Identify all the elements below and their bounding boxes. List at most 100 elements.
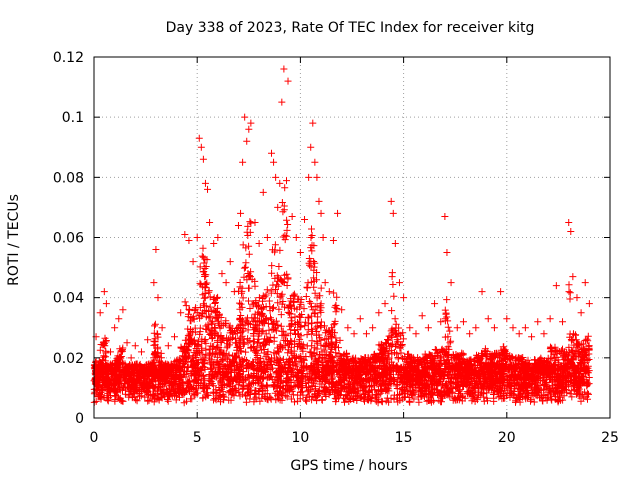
data-point xyxy=(230,288,238,296)
y-axis-label: ROTI / TECUs xyxy=(6,194,22,286)
data-point xyxy=(540,330,548,338)
data-point xyxy=(131,342,139,350)
data-point xyxy=(301,215,309,223)
data-point xyxy=(375,309,383,317)
axis-ticks: 0 5 10 15 20 25 0 0.02 0.04 0.06 0.08 0.1 0.12 xyxy=(53,50,619,446)
x-axis-label: GPS time / hours xyxy=(290,458,407,474)
data-point xyxy=(150,279,158,287)
data-point xyxy=(276,179,284,187)
data-point xyxy=(144,336,152,344)
data-point xyxy=(395,279,403,287)
data-point xyxy=(406,324,414,332)
data-point xyxy=(239,158,247,166)
data-point xyxy=(292,234,300,241)
data-point xyxy=(319,234,327,241)
data-point xyxy=(284,77,292,85)
data-point xyxy=(195,134,203,142)
data-point xyxy=(199,155,207,163)
data-point xyxy=(305,173,313,181)
data-point xyxy=(278,98,286,106)
data-point xyxy=(466,330,474,338)
data-point xyxy=(218,270,226,278)
data-point xyxy=(581,279,589,287)
data-point xyxy=(356,315,364,323)
data-point xyxy=(350,330,358,338)
data-point xyxy=(181,230,189,238)
y-tick-label: 0 xyxy=(75,411,84,427)
data-point xyxy=(515,330,523,338)
data-point xyxy=(437,318,445,326)
data-point xyxy=(127,354,135,362)
data-point xyxy=(247,119,255,127)
data-point xyxy=(431,300,439,308)
data-point xyxy=(391,240,399,248)
data-point xyxy=(509,324,517,332)
data-point xyxy=(459,318,467,326)
chart-title: Day 338 of 2023, Rate Of TEC Index for r… xyxy=(166,20,535,36)
data-point xyxy=(123,339,131,347)
x-tick-label: 15 xyxy=(395,430,413,446)
data-point xyxy=(447,279,455,287)
x-tick-label: 5 xyxy=(193,430,202,446)
y-tick-label: 0.02 xyxy=(53,351,84,367)
data-point xyxy=(443,249,451,257)
data-point xyxy=(307,143,315,151)
data-point xyxy=(546,315,554,323)
data-point xyxy=(251,218,259,226)
data-point xyxy=(259,188,267,196)
data-point xyxy=(296,249,304,257)
data-point xyxy=(96,309,104,317)
data-point xyxy=(241,113,249,121)
y-tick-label: 0.08 xyxy=(53,170,84,186)
data-point xyxy=(315,197,323,205)
data-point xyxy=(534,318,542,326)
dense-point-cloud xyxy=(90,177,593,407)
data-point xyxy=(226,258,234,266)
data-point xyxy=(317,209,325,217)
data-point xyxy=(325,288,333,296)
data-point xyxy=(158,324,166,332)
data-point xyxy=(490,324,498,332)
data-point xyxy=(268,149,276,157)
data-point xyxy=(154,294,162,302)
data-point xyxy=(472,324,480,332)
data-points xyxy=(92,65,593,362)
data-point xyxy=(102,300,110,308)
data-point xyxy=(107,348,115,356)
data-point xyxy=(424,324,432,332)
data-point xyxy=(243,137,251,145)
data-point xyxy=(201,179,209,187)
data-point xyxy=(245,125,253,133)
data-point xyxy=(237,209,245,217)
data-point xyxy=(119,306,127,314)
data-point xyxy=(272,173,280,181)
data-point xyxy=(585,300,593,308)
data-point xyxy=(478,288,486,296)
y-tick-label: 0.12 xyxy=(53,50,84,66)
data-point xyxy=(206,218,214,226)
y-tick-label: 0.06 xyxy=(53,231,84,247)
data-point xyxy=(152,246,160,254)
data-point xyxy=(334,209,342,217)
x-tick-label: 0 xyxy=(90,430,99,446)
data-point xyxy=(381,300,389,308)
data-point xyxy=(210,240,218,248)
data-point xyxy=(369,324,377,332)
data-point xyxy=(344,324,352,332)
data-point xyxy=(204,185,212,193)
data-point xyxy=(528,333,536,341)
data-point xyxy=(400,294,408,302)
data-point xyxy=(577,309,585,317)
data-point xyxy=(389,209,397,217)
y-tick-label: 0.1 xyxy=(62,110,84,126)
data-point xyxy=(270,158,278,166)
x-tick-label: 10 xyxy=(291,430,309,446)
data-point xyxy=(441,212,449,220)
data-point xyxy=(565,218,573,226)
data-point xyxy=(453,324,461,332)
data-point xyxy=(164,342,172,350)
data-point xyxy=(185,237,193,245)
point-cloud-path xyxy=(90,177,593,407)
